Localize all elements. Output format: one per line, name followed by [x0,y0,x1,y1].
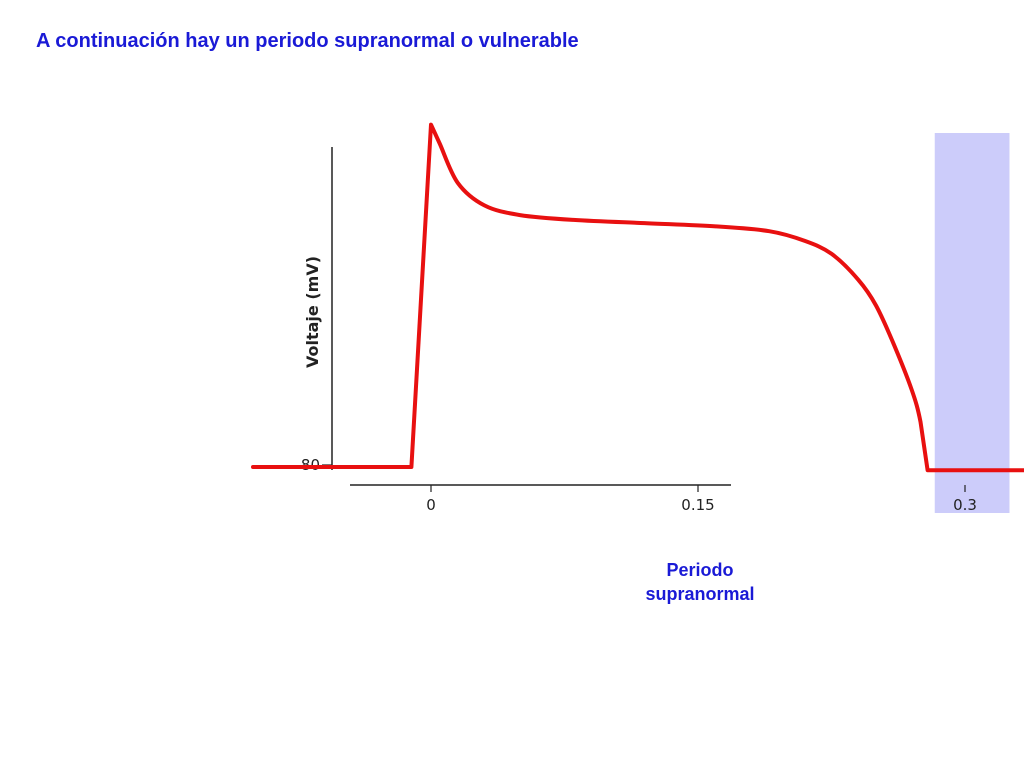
action-potential-trace [251,122,1024,473]
slide-title: A continuación hay un periodo supranorma… [36,30,579,52]
x-tick-label: 0 [426,496,436,514]
x-tick-label: 0.15 [681,496,714,514]
region-label-line1: Periodo [666,560,734,580]
y-axis-label: Voltaje (mV) [303,256,322,368]
region-label-line2: supranormal [645,584,755,604]
supranormal-period-label: Periodo supranormal [620,558,780,606]
supranormal-highlight-band [934,133,1010,513]
x-tick-label: 0.3 [953,496,977,514]
